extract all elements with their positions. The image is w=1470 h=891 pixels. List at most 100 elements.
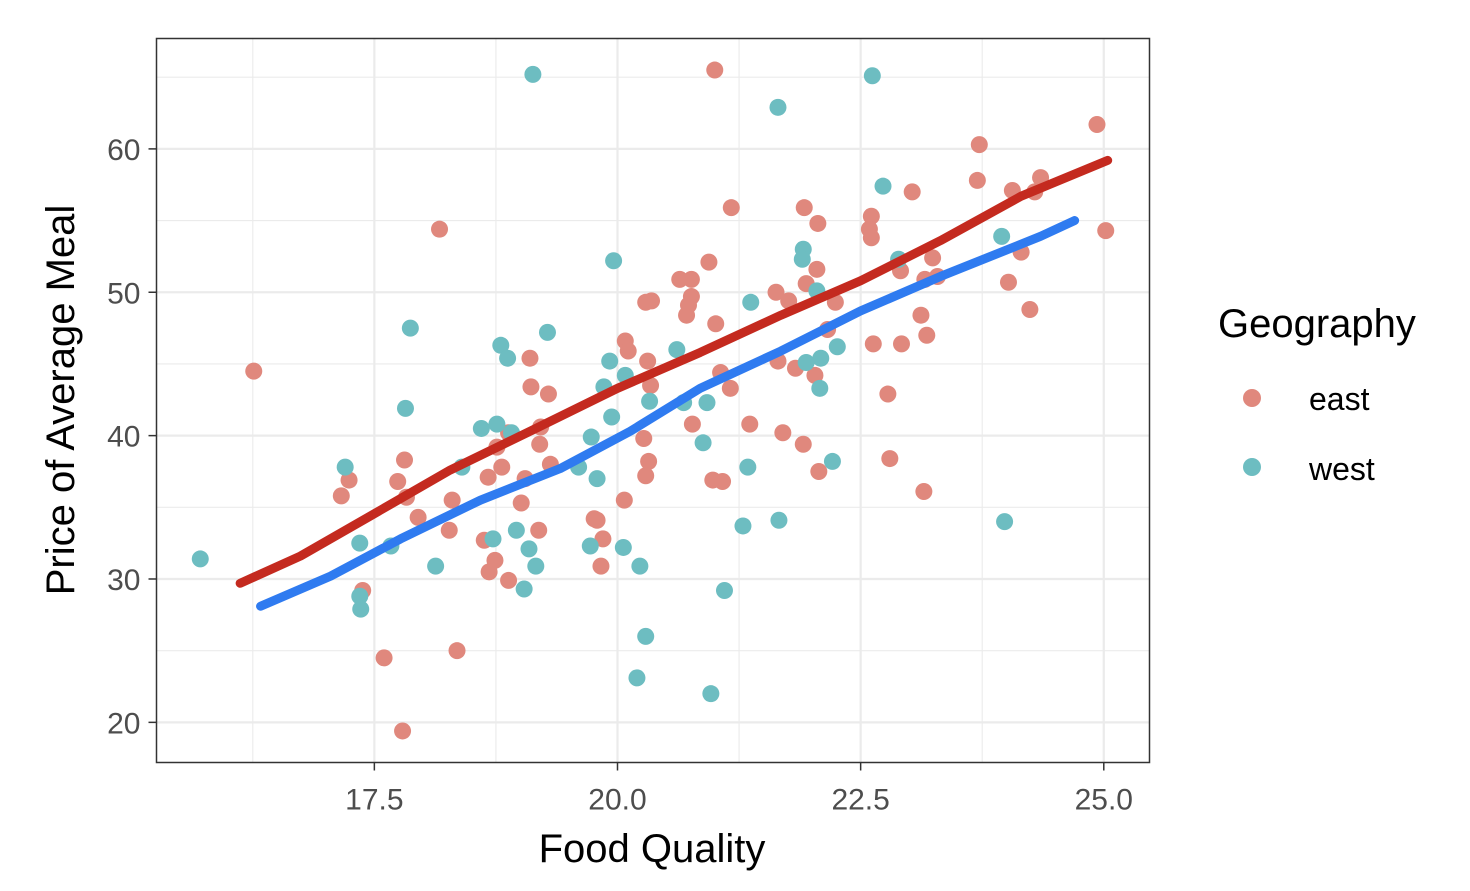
data-point-west <box>742 293 760 311</box>
data-point-east <box>806 366 824 384</box>
data-point-east <box>440 521 458 539</box>
data-point-west <box>472 419 490 437</box>
y-axis-title: Price of Average Meal <box>39 205 83 596</box>
data-point-west <box>668 341 686 359</box>
data-point-east <box>522 378 540 396</box>
data-point-east <box>594 530 612 548</box>
data-point-east <box>683 415 701 433</box>
data-point-west <box>588 470 606 488</box>
data-point-east <box>809 214 827 232</box>
x-tick-label: 25.0 <box>1075 784 1133 817</box>
trend-lines <box>235 155 1113 611</box>
x-tick-label: 17.5 <box>345 784 403 817</box>
data-point-west <box>614 538 632 556</box>
data-point-east <box>774 424 792 442</box>
data-point-west <box>715 581 733 599</box>
x-axis-title: Food Quality <box>539 827 766 871</box>
data-point-east <box>795 199 813 217</box>
data-point-west <box>538 323 556 341</box>
data-point-east <box>640 452 658 470</box>
data-point-east <box>588 511 606 529</box>
data-point-east <box>530 521 548 539</box>
data-point-east <box>682 270 700 288</box>
data-point-west <box>581 537 599 555</box>
legend: Geography east west <box>1218 302 1416 487</box>
data-point-west <box>793 250 811 268</box>
data-point-west <box>520 540 538 558</box>
data-point-east <box>1097 222 1115 240</box>
data-point-east <box>862 229 880 247</box>
data-point-west <box>507 521 525 539</box>
legend-title: Geography <box>1218 302 1416 346</box>
data-point-east <box>619 342 637 360</box>
data-point-east <box>912 306 930 324</box>
data-point-east <box>332 487 350 505</box>
data-point-west <box>628 669 646 687</box>
data-point-east <box>396 451 414 469</box>
trend-line-east <box>235 155 1113 588</box>
axis-ticks: 17.5 20.0 22.5 25.0 20 30 40 50 60 <box>107 134 1133 817</box>
data-point-west <box>702 685 720 703</box>
data-point-east <box>879 385 897 403</box>
grid <box>156 38 1150 763</box>
data-point-east <box>862 207 880 225</box>
data-point-east <box>448 642 466 660</box>
data-point-east <box>479 468 497 486</box>
data-point-west <box>499 349 517 367</box>
data-point-east <box>521 349 539 367</box>
data-point-west <box>698 394 716 412</box>
data-point-west <box>823 452 841 470</box>
y-tick-label: 30 <box>107 564 140 597</box>
data-point-west <box>641 392 659 410</box>
data-point-east <box>767 283 785 301</box>
data-point-east <box>810 462 828 480</box>
data-point-east <box>706 61 724 79</box>
data-point-west <box>191 550 209 568</box>
legend-label-west: west <box>1308 451 1375 487</box>
data-point-west <box>811 379 829 397</box>
data-point-west <box>993 227 1011 245</box>
data-point-east <box>639 352 657 370</box>
data-point-west <box>351 534 369 552</box>
data-point-east <box>700 253 718 271</box>
data-point-west <box>637 627 655 645</box>
data-point-east <box>714 473 732 491</box>
data-point-east <box>539 385 557 403</box>
data-point-east <box>245 362 263 380</box>
data-point-east <box>918 326 936 344</box>
data-point-east <box>615 491 633 509</box>
data-point-east <box>592 557 610 575</box>
data-point-east <box>443 491 461 509</box>
points <box>191 61 1115 740</box>
data-point-west <box>396 399 414 417</box>
data-point-east <box>431 220 449 238</box>
data-point-west <box>515 580 533 598</box>
data-point-west <box>401 319 419 337</box>
data-point-west <box>739 458 757 476</box>
data-point-east <box>512 494 530 512</box>
data-point-west <box>863 67 881 85</box>
data-point-west <box>582 428 600 446</box>
data-point-west <box>797 354 815 372</box>
data-point-west <box>488 415 506 433</box>
data-point-west <box>828 338 846 356</box>
data-point-east <box>637 467 655 485</box>
data-point-west <box>769 98 787 116</box>
data-point-west <box>527 557 545 575</box>
data-point-east <box>707 315 725 333</box>
data-point-west <box>734 517 752 535</box>
data-point-west <box>812 349 830 367</box>
data-point-east <box>642 376 660 394</box>
data-point-east <box>970 136 988 154</box>
data-point-east <box>999 273 1017 291</box>
data-point-west <box>996 513 1014 531</box>
y-tick-label: 20 <box>107 707 140 740</box>
data-point-east <box>741 415 759 433</box>
data-point-west <box>874 177 892 195</box>
data-point-east <box>340 471 358 489</box>
data-point-east <box>1088 116 1106 134</box>
data-point-east <box>480 563 498 581</box>
data-point-west <box>351 587 369 605</box>
plot-panel-border <box>155 37 1151 764</box>
